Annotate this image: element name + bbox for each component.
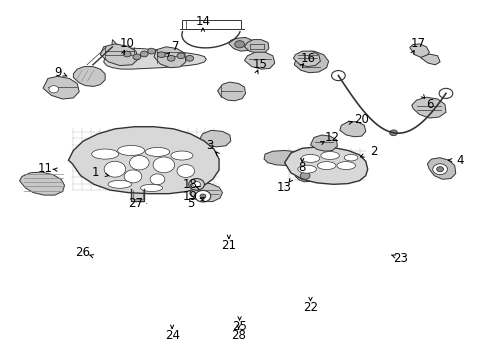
- Circle shape: [167, 55, 175, 61]
- Circle shape: [177, 53, 184, 59]
- Circle shape: [188, 179, 204, 190]
- Polygon shape: [217, 82, 245, 101]
- Circle shape: [300, 172, 309, 179]
- Circle shape: [129, 156, 149, 170]
- Text: 26: 26: [75, 246, 89, 259]
- Text: 3: 3: [206, 139, 214, 152]
- Ellipse shape: [320, 152, 339, 159]
- Polygon shape: [20, 172, 64, 195]
- Polygon shape: [199, 130, 230, 147]
- Circle shape: [192, 181, 200, 187]
- Text: 18: 18: [182, 178, 197, 191]
- Circle shape: [177, 165, 194, 177]
- Ellipse shape: [171, 151, 192, 160]
- Ellipse shape: [344, 154, 357, 161]
- Circle shape: [133, 54, 141, 60]
- Circle shape: [331, 71, 345, 81]
- Circle shape: [104, 161, 125, 177]
- Text: 10: 10: [120, 37, 134, 50]
- Polygon shape: [244, 40, 268, 53]
- Circle shape: [150, 174, 164, 185]
- Circle shape: [389, 130, 397, 136]
- Polygon shape: [68, 127, 219, 194]
- Polygon shape: [154, 47, 185, 68]
- Polygon shape: [244, 52, 274, 69]
- Text: 5: 5: [186, 197, 194, 210]
- Text: 14: 14: [195, 15, 210, 28]
- Circle shape: [157, 52, 165, 58]
- Text: 15: 15: [252, 58, 267, 71]
- Text: 8: 8: [298, 161, 305, 174]
- Circle shape: [438, 88, 452, 98]
- Polygon shape: [411, 97, 445, 118]
- Ellipse shape: [145, 148, 169, 156]
- Text: 20: 20: [354, 113, 368, 126]
- Polygon shape: [409, 44, 428, 58]
- Polygon shape: [295, 170, 314, 182]
- Text: 23: 23: [393, 252, 407, 265]
- Text: 28: 28: [231, 329, 245, 342]
- Text: 16: 16: [300, 52, 315, 65]
- Text: 25: 25: [232, 320, 246, 333]
- Circle shape: [140, 51, 148, 57]
- Text: 2: 2: [369, 145, 377, 158]
- Circle shape: [234, 41, 244, 48]
- Circle shape: [124, 170, 142, 183]
- Ellipse shape: [297, 165, 316, 173]
- Circle shape: [200, 194, 205, 198]
- Polygon shape: [100, 44, 138, 66]
- Ellipse shape: [336, 162, 355, 170]
- Polygon shape: [339, 122, 365, 137]
- Ellipse shape: [92, 149, 118, 159]
- Polygon shape: [284, 147, 367, 184]
- Text: 1: 1: [91, 166, 99, 179]
- Polygon shape: [264, 150, 303, 166]
- Polygon shape: [131, 189, 144, 201]
- Text: 6: 6: [426, 98, 433, 111]
- Text: 24: 24: [164, 329, 179, 342]
- Ellipse shape: [118, 145, 144, 156]
- Polygon shape: [294, 51, 328, 73]
- Circle shape: [185, 55, 193, 61]
- Circle shape: [432, 164, 447, 175]
- Circle shape: [153, 157, 174, 173]
- Text: 4: 4: [455, 154, 463, 167]
- Text: 7: 7: [172, 40, 180, 53]
- Text: 21: 21: [221, 239, 236, 252]
- Polygon shape: [103, 40, 206, 69]
- Polygon shape: [420, 54, 439, 65]
- Polygon shape: [228, 37, 253, 51]
- Polygon shape: [43, 76, 79, 99]
- Bar: [182, 20, 240, 29]
- Polygon shape: [310, 135, 337, 151]
- Ellipse shape: [301, 154, 319, 162]
- Polygon shape: [73, 67, 105, 86]
- Ellipse shape: [141, 184, 162, 192]
- Polygon shape: [293, 51, 320, 67]
- Circle shape: [195, 190, 210, 202]
- Circle shape: [123, 51, 131, 57]
- Text: 22: 22: [303, 301, 317, 314]
- Text: 27: 27: [128, 197, 143, 210]
- Text: 17: 17: [410, 37, 425, 50]
- Text: 12: 12: [325, 131, 339, 144]
- Text: 11: 11: [38, 162, 52, 175]
- Circle shape: [436, 167, 443, 172]
- Circle shape: [49, 86, 59, 93]
- Ellipse shape: [317, 162, 335, 170]
- Polygon shape: [189, 183, 222, 202]
- Ellipse shape: [108, 180, 131, 188]
- Polygon shape: [427, 158, 455, 179]
- Circle shape: [147, 48, 155, 54]
- Text: 13: 13: [277, 181, 291, 194]
- Text: 9: 9: [54, 66, 61, 78]
- Text: 19: 19: [182, 190, 197, 203]
